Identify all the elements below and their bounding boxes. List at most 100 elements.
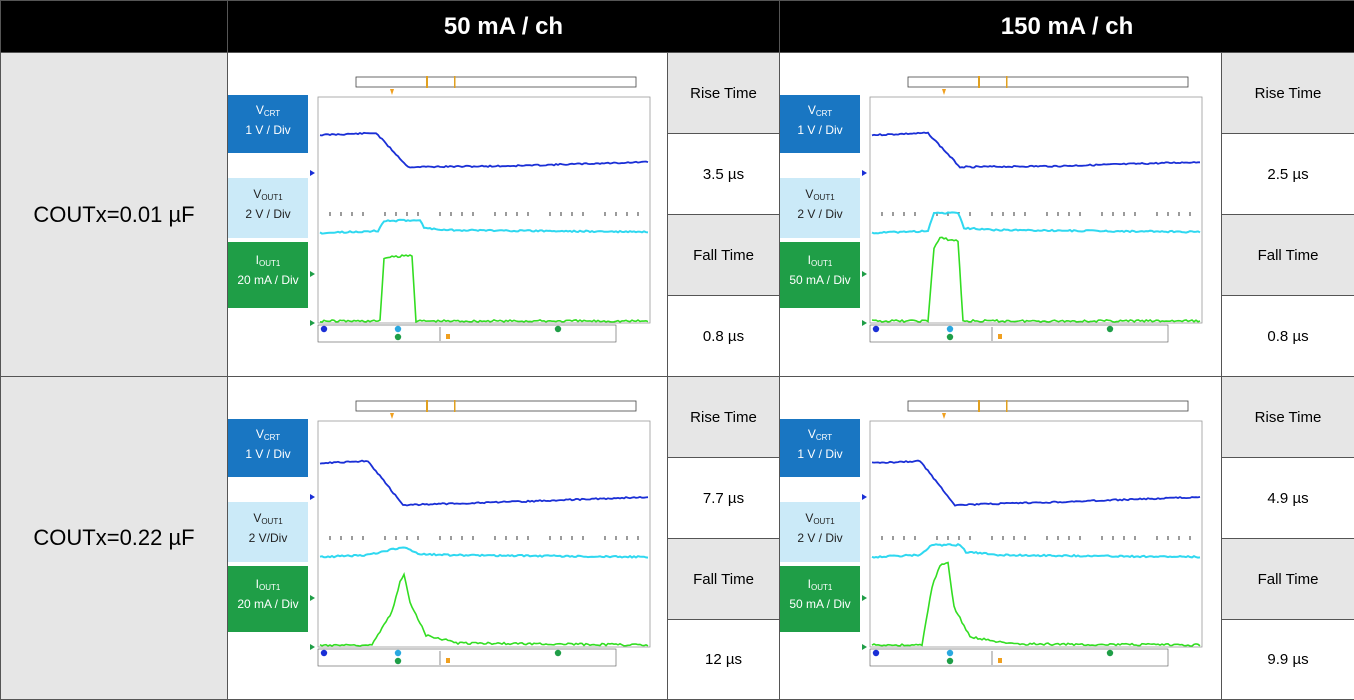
- oscilloscope-screen: [860, 73, 1220, 344]
- channel-marker-icon: [862, 494, 867, 500]
- header-150ma: 150 mA / ch: [780, 1, 1354, 53]
- scope-svg: [308, 73, 668, 344]
- vcrt-label-symbol: VCRT: [780, 102, 860, 122]
- row-label-text: COUTx=0.22 µF: [33, 525, 194, 550]
- rise-time-value: 4.9 µs: [1222, 458, 1354, 539]
- vcrt-label-scale: 1 V / Div: [780, 122, 860, 139]
- scope-frame: [870, 97, 1202, 323]
- vcrt-label-symbol: VCRT: [780, 426, 860, 446]
- vout1-label-scale: 2 V / Div: [780, 530, 860, 547]
- iout1-label-subscript: OUT1: [811, 259, 832, 268]
- vout1-label-subscript: OUT1: [813, 193, 834, 202]
- fall-time-value: 12 µs: [668, 620, 780, 700]
- fall-time-value: 9.9 µs: [1222, 620, 1354, 700]
- iout1-label-subscript: OUT1: [811, 583, 832, 592]
- row-label-text: COUTx=0.01 µF: [33, 202, 194, 227]
- vout1-label-scale: 2 V/Div: [228, 530, 308, 547]
- row-label-cout-0.22: COUTx=0.22 µF: [1, 377, 228, 700]
- rise-time-label: Rise Time: [1222, 377, 1354, 458]
- iout1-label-scale: 20 mA / Div: [228, 272, 308, 289]
- vcrt-label-subscript: CRT: [816, 109, 832, 118]
- scope-status-bar: [318, 325, 616, 342]
- channel-marker-icon: [862, 170, 867, 176]
- vout1-label-symbol: VOUT1: [228, 186, 308, 206]
- fall-time-label: Fall Time: [1222, 215, 1354, 296]
- oscilloscope-screen: [308, 73, 668, 344]
- channel-marker-icon: [862, 320, 867, 326]
- scope-svg: [860, 397, 1220, 668]
- vout1-label-subscript: OUT1: [813, 517, 834, 526]
- vout1-label-symbol: VOUT1: [228, 510, 308, 530]
- vcrt-label-scale: 1 V / Div: [780, 446, 860, 463]
- channel-marker-icon: [310, 170, 315, 176]
- vcrt-label-scale: 1 V / Div: [228, 122, 308, 139]
- scope-status-bar: [870, 325, 1168, 342]
- iout1-label-subscript: OUT1: [259, 583, 280, 592]
- fall-time-value: 0.8 µs: [668, 296, 780, 377]
- vout1-label-subscript: OUT1: [261, 517, 282, 526]
- iout1-label-scale: 20 mA / Div: [228, 596, 308, 613]
- trigger-marker: [390, 89, 394, 95]
- fall-time-label: Fall Time: [1222, 539, 1354, 620]
- iout1-label-symbol: IOUT1: [228, 252, 308, 272]
- vout1-label-scale: 2 V / Div: [228, 206, 308, 223]
- rise-time-label: Rise Time: [1222, 53, 1354, 134]
- trigger-marker: [942, 413, 946, 419]
- header-50ma: 50 mA / ch: [228, 1, 780, 53]
- channel-marker-icon: [310, 595, 315, 601]
- oscilloscope-screen: [860, 397, 1220, 668]
- channel-marker-icon: [310, 644, 315, 650]
- trigger-marker: [942, 89, 946, 95]
- rise-time-value: 3.5 µs: [668, 134, 780, 215]
- vcrt-label-scale: 1 V / Div: [228, 446, 308, 463]
- iout1-label-scale: 50 mA / Div: [780, 596, 860, 613]
- fall-time-label: Fall Time: [668, 215, 780, 296]
- fall-time-label: Fall Time: [668, 539, 780, 620]
- fall-time-value: 0.8 µs: [1222, 296, 1354, 377]
- vout1-label-subscript: OUT1: [261, 193, 282, 202]
- vcrt-label-subscript: CRT: [264, 433, 280, 442]
- vout1-label-scale: 2 V / Div: [780, 206, 860, 223]
- scope-svg: [308, 397, 668, 668]
- rise-time-label: Rise Time: [668, 377, 780, 458]
- channel-marker-icon: [862, 595, 867, 601]
- vcrt-label-symbol: VCRT: [228, 102, 308, 122]
- channel-marker-icon: [862, 644, 867, 650]
- scope-top-bar: [356, 400, 636, 412]
- vout1-label-symbol: VOUT1: [780, 510, 860, 530]
- scope-top-bar: [908, 400, 1188, 412]
- channel-marker-icon: [862, 271, 867, 277]
- scope-top-bar: [356, 76, 636, 88]
- rise-time-value: 2.5 µs: [1222, 134, 1354, 215]
- header-corner: [1, 1, 228, 53]
- iout1-label-symbol: IOUT1: [228, 576, 308, 596]
- channel-marker-icon: [310, 320, 315, 326]
- oscilloscope-screen: [308, 397, 668, 668]
- scope-status-bar: [870, 649, 1168, 666]
- rise-time-label: Rise Time: [668, 53, 780, 134]
- iout1-label-subscript: OUT1: [259, 259, 280, 268]
- row-label-cout-0.01: COUTx=0.01 µF: [1, 53, 228, 377]
- scope-svg: [860, 73, 1220, 344]
- iout1-label-symbol: IOUT1: [780, 576, 860, 596]
- vcrt-label-subscript: CRT: [264, 109, 280, 118]
- scope-status-bar: [318, 649, 616, 666]
- iout1-label-scale: 50 mA / Div: [780, 272, 860, 289]
- scope-frame: [870, 421, 1202, 647]
- channel-marker-icon: [310, 494, 315, 500]
- iout1-label-symbol: IOUT1: [780, 252, 860, 272]
